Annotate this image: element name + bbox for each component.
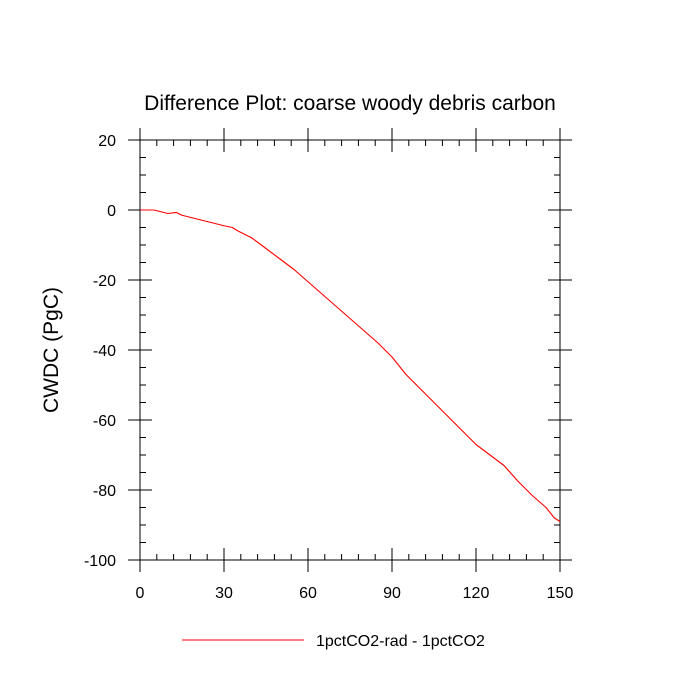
- legend-entry-label: 1pctCO2-rad - 1pctCO2: [316, 633, 485, 650]
- y-tick-label: -100: [84, 553, 116, 570]
- y-axis-label: CWDC (PgC): [40, 287, 63, 413]
- x-tick-label: 30: [215, 585, 233, 602]
- chart-title: Difference Plot: coarse woody debris car…: [144, 92, 556, 115]
- y-tick-label: -80: [93, 483, 116, 500]
- y-tick-label: -40: [93, 343, 116, 360]
- y-tick-labels: 20 0 -20 -40 -60 -80 -100: [84, 133, 116, 570]
- plot-frame: [139, 139, 561, 561]
- x-tick-label: 0: [136, 585, 145, 602]
- x-tick-label: 120: [463, 585, 490, 602]
- series-group: [140, 209, 561, 522]
- x-tick-labels: 0 30 60 90 120 150: [136, 585, 574, 602]
- x-tick-label: 60: [299, 585, 317, 602]
- legend: 1pctCO2-rad - 1pctCO2: [182, 633, 485, 650]
- y-tick-label: 20: [98, 133, 116, 150]
- x-tick-label: 90: [383, 585, 401, 602]
- y-tick-label: -20: [93, 273, 116, 290]
- y-tick-label: 0: [107, 203, 116, 220]
- axis-ticks: [128, 128, 572, 572]
- y-tick-label: -60: [93, 413, 116, 430]
- series-line: [140, 209, 561, 522]
- x-tick-label: 150: [547, 585, 574, 602]
